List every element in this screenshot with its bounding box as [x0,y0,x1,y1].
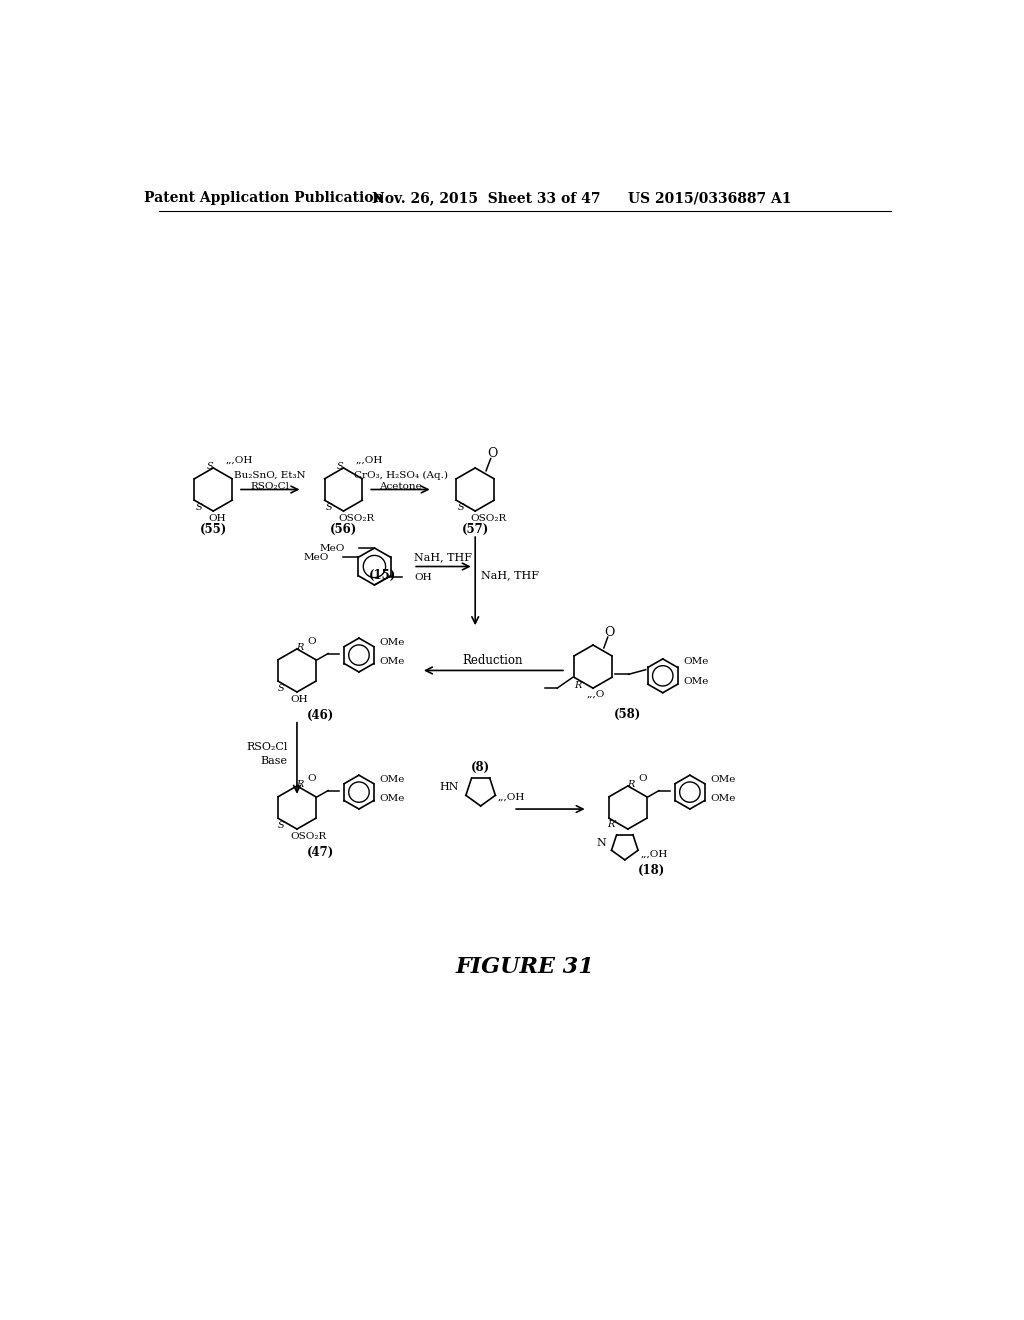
Text: S: S [196,503,203,512]
Text: (18): (18) [638,865,665,878]
Text: S: S [327,503,333,512]
Text: RSO₂Cl: RSO₂Cl [250,482,290,491]
Text: S: S [458,503,465,512]
Text: CrO₃, H₂SO₄ (Aq.): CrO₃, H₂SO₄ (Aq.) [354,471,447,480]
Text: S: S [279,821,285,830]
Text: OSO₂R: OSO₂R [339,515,375,523]
Text: Reduction: Reduction [463,653,523,667]
Text: Bu₂SnO, Et₃N: Bu₂SnO, Et₃N [234,471,305,480]
Text: R: R [296,780,304,789]
Text: OH: OH [291,696,308,704]
Text: O: O [604,626,614,639]
Text: (15): (15) [369,569,396,582]
Text: MeO: MeO [303,553,329,562]
Text: OMe: OMe [683,657,709,667]
Text: HN: HN [439,783,459,792]
Text: R: R [573,681,582,689]
Text: Base: Base [261,756,288,767]
Text: (46): (46) [306,709,334,722]
Text: OH: OH [209,515,226,523]
Text: ,,,O: ,,,O [587,690,605,698]
Text: O: O [308,636,316,645]
Text: O: O [487,447,498,461]
Text: US 2015/0336887 A1: US 2015/0336887 A1 [628,191,791,206]
Text: O: O [639,774,647,783]
Text: OMe: OMe [379,657,404,665]
Text: R: R [296,643,304,652]
Text: S: S [279,685,285,693]
Text: N: N [596,838,606,847]
Text: (55): (55) [200,523,227,536]
Text: ,,,OH: ,,,OH [640,849,668,858]
Text: OMe: OMe [710,793,735,803]
Text: (56): (56) [330,523,357,536]
Text: OMe: OMe [710,775,735,784]
Text: S: S [337,462,344,471]
Text: OMe: OMe [379,793,404,803]
Text: OMe: OMe [379,639,404,647]
Text: Acetone: Acetone [380,482,422,491]
Text: OH: OH [415,573,432,582]
Text: ,,,OH: ,,,OH [356,455,383,465]
Text: R': R' [607,820,617,829]
Text: FIGURE 31: FIGURE 31 [456,956,594,978]
Text: RSO₂Cl: RSO₂Cl [247,742,288,752]
Text: (57): (57) [462,523,488,536]
Text: MeO: MeO [319,544,345,553]
Text: ,,,OH: ,,,OH [498,792,525,801]
Text: (8): (8) [471,760,490,774]
Text: NaH, THF: NaH, THF [481,570,540,579]
Text: O: O [308,774,316,783]
Text: ,,,OH: ,,,OH [225,455,253,465]
Text: Patent Application Publication: Patent Application Publication [143,191,383,206]
Text: (47): (47) [306,846,334,859]
Text: S: S [207,462,213,471]
Text: NaH, THF: NaH, THF [415,552,472,562]
Text: R: R [628,780,635,789]
Text: OMe: OMe [379,775,404,784]
Text: (58): (58) [614,708,641,721]
Text: OSO₂R: OSO₂R [291,833,327,841]
Text: Nov. 26, 2015  Sheet 33 of 47: Nov. 26, 2015 Sheet 33 of 47 [372,191,600,206]
Text: OSO₂R: OSO₂R [471,515,507,523]
Text: OMe: OMe [683,677,709,686]
